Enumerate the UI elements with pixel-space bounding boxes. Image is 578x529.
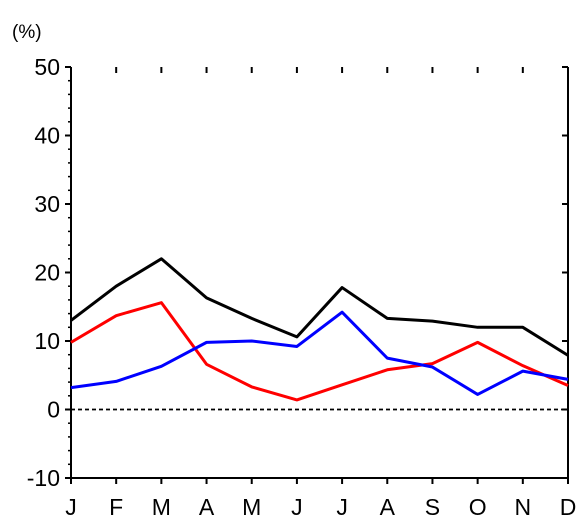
y-tick-label: 40 <box>34 123 60 149</box>
y-tick-label: 30 <box>34 191 60 217</box>
x-tick-label: D <box>560 494 577 520</box>
x-tick-label: J <box>336 494 348 520</box>
x-tick-label: A <box>199 494 215 520</box>
x-tick-label: O <box>469 494 487 520</box>
series-line-1 <box>70 257 569 357</box>
x-tick-label: A <box>380 494 396 520</box>
series-line-3 <box>70 310 569 396</box>
x-tick-label: M <box>152 494 171 520</box>
y-unit-label: (%) <box>12 22 42 43</box>
series-line-2 <box>70 301 569 402</box>
x-tick-label: F <box>109 494 123 520</box>
tick-labels: -10 0 10 20 30 40 50 J F M A M J J A S O N D <box>27 54 577 520</box>
x-tick-label: S <box>425 494 440 520</box>
x-tick-label: J <box>291 494 303 520</box>
y-tick-label: -10 <box>27 465 60 491</box>
axes <box>65 66 569 484</box>
y-tick-label: 20 <box>34 260 60 286</box>
x-tick-label: M <box>242 494 261 520</box>
y-tick-label: 50 <box>34 54 60 80</box>
x-tick-label: N <box>515 494 532 520</box>
y-tick-label: 10 <box>34 328 60 354</box>
x-tick-label: J <box>65 494 77 520</box>
y-tick-label: 0 <box>47 397 60 423</box>
series-lines <box>70 257 569 402</box>
